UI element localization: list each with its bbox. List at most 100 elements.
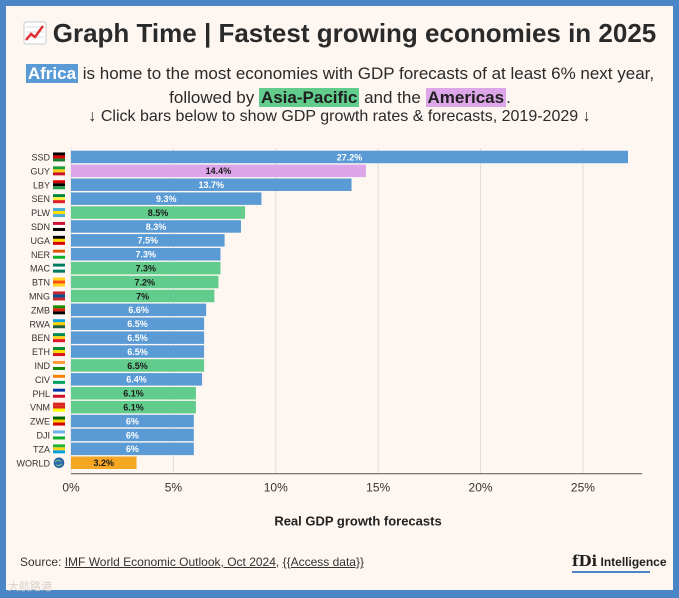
flag-uga-icon	[53, 238, 65, 242]
chart-increasing-icon	[23, 21, 47, 45]
flag-zmb-icon	[53, 308, 65, 312]
category-label: SSD	[31, 152, 50, 162]
flag-btn-icon	[53, 283, 65, 287]
subtitle-text-1: is home to the most economies with GDP f…	[78, 64, 655, 107]
flag-eth-icon	[53, 350, 65, 354]
title-text: Graph Time | Fastest growing economies i…	[52, 18, 657, 48]
category-label: ZMB	[31, 305, 50, 315]
bar-eth[interactable]	[71, 345, 205, 358]
data-label: 6.4%	[126, 375, 147, 385]
bar-dji[interactable]	[71, 428, 194, 442]
data-label: 6.5%	[127, 347, 148, 357]
bar-tza[interactable]	[71, 442, 194, 456]
bar-mng[interactable]	[71, 289, 215, 303]
category-label: VNM	[30, 403, 50, 413]
highlight-asia-pacific: Asia-Pacific	[258, 88, 360, 107]
flag-sen-icon	[53, 197, 65, 201]
data-label: 6.1%	[123, 402, 144, 412]
flag-zwe-icon	[53, 416, 65, 420]
bar-ner[interactable]	[71, 248, 221, 261]
globe-land-icon	[54, 459, 63, 467]
bar-zwe[interactable]	[71, 414, 194, 428]
flag-sdn-icon	[53, 224, 65, 228]
flag-ssd-icon	[53, 158, 65, 162]
bar-sdn[interactable]	[71, 220, 241, 233]
bar-lby[interactable]	[71, 178, 352, 192]
flag-lby-icon	[53, 183, 65, 187]
source-separator: ,	[275, 555, 283, 569]
flag-rwa-icon	[53, 322, 65, 326]
data-label: 14.4%	[206, 166, 232, 176]
data-label: 6.5%	[127, 319, 148, 329]
bar-ssd[interactable]	[71, 150, 628, 164]
flag-btn-icon	[53, 277, 65, 281]
flag-lby-icon	[53, 186, 65, 190]
highlight-africa: Africa	[25, 64, 79, 83]
category-label: PLW	[31, 208, 50, 218]
source-note: Source: IMF World Economic Outlook, Oct …	[20, 555, 364, 569]
category-label: RWA	[29, 319, 50, 329]
category-label: MNG	[29, 291, 50, 301]
bar-uga[interactable]	[71, 234, 225, 247]
flag-eth-icon	[53, 347, 65, 351]
bar-zmb[interactable]	[71, 303, 207, 317]
data-label: 6.5%	[127, 361, 148, 371]
flag-guy-icon	[53, 169, 65, 173]
brand-underline	[572, 571, 650, 573]
flag-ner-icon	[53, 252, 65, 256]
flag-dji-icon	[53, 433, 65, 437]
bar-civ[interactable]	[71, 373, 203, 386]
flag-phl-icon	[53, 391, 65, 395]
flag-ben-icon	[53, 339, 65, 343]
flag-zmb-icon	[53, 311, 65, 315]
highlight-americas: Americas	[425, 88, 507, 107]
bar-rwa[interactable]	[71, 317, 205, 331]
x-tick-label: 20%	[469, 481, 493, 495]
bar-plw[interactable]	[71, 206, 246, 219]
flag-civ-icon	[53, 374, 65, 378]
data-label: 8.5%	[148, 208, 169, 218]
subtitle-text-2: and the	[359, 88, 426, 107]
flag-zwe-icon	[53, 419, 65, 423]
bar-btn[interactable]	[71, 275, 219, 289]
flag-civ-icon	[53, 377, 65, 381]
data-label: 6%	[126, 416, 139, 426]
access-data-link[interactable]: {{Access data}}	[282, 555, 364, 569]
subtitle: Africa is home to the most economies wit…	[20, 62, 660, 110]
flag-sen-icon	[53, 194, 65, 198]
flag-phl-icon	[53, 394, 65, 398]
data-label: 6.5%	[127, 333, 148, 343]
category-label: SEN	[31, 194, 50, 204]
data-label: 8.3%	[146, 222, 167, 232]
flag-vnm-icon	[53, 402, 65, 406]
x-tick-label: 25%	[571, 481, 595, 495]
bar-sen[interactable]	[71, 192, 262, 205]
flag-zmb-icon	[53, 305, 65, 309]
brand-fdi: fDi	[572, 552, 598, 570]
bar-ind[interactable]	[71, 359, 205, 372]
flag-plw-icon	[53, 214, 65, 218]
flag-lby-icon	[53, 180, 65, 184]
x-tick-label: 0%	[62, 481, 80, 495]
watermark: 大航路港	[8, 581, 52, 593]
fdi-intelligence-logo: fDi Intelligence	[572, 552, 667, 573]
source-link[interactable]: IMF World Economic Outlook, Oct 2024	[64, 555, 276, 569]
bar-guy[interactable]	[71, 164, 366, 178]
bar-world[interactable]	[71, 456, 137, 470]
category-label: DJI	[37, 430, 51, 440]
category-label: NER	[31, 250, 51, 260]
flag-ind-icon	[53, 363, 65, 367]
brand-name: Intelligence	[597, 555, 667, 569]
bar-vnm[interactable]	[71, 400, 196, 414]
flag-ssd-icon	[53, 155, 65, 159]
data-label: 7.3%	[135, 250, 156, 260]
bar-mac[interactable]	[71, 261, 221, 275]
x-tick-label: 10%	[264, 481, 288, 495]
flag-mac-icon	[53, 263, 65, 267]
category-label: MAC	[30, 264, 51, 274]
category-label: IND	[35, 361, 51, 371]
category-label: GUY	[30, 166, 50, 176]
bar-phl[interactable]	[71, 387, 196, 400]
category-label: ZWE	[30, 417, 50, 427]
bar-ben[interactable]	[71, 331, 205, 344]
